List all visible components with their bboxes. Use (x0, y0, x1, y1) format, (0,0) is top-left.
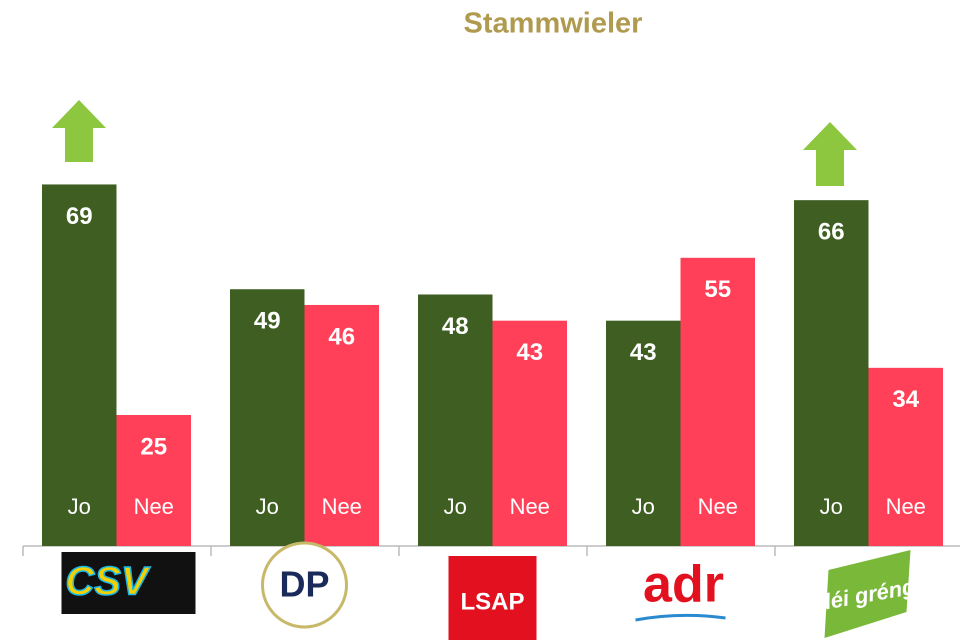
value-label: 48 (442, 313, 469, 340)
value-label: 46 (328, 323, 355, 350)
value-label: 43 (630, 339, 657, 366)
logo-bg (824, 550, 911, 638)
series-label: Nee (134, 494, 174, 519)
value-label: 69 (66, 203, 93, 230)
up-arrow (803, 122, 857, 186)
bar (42, 184, 117, 546)
up-arrow (52, 100, 106, 162)
value-label: 66 (818, 219, 845, 246)
series-label: Nee (698, 494, 738, 519)
bar (794, 200, 869, 546)
bar (230, 289, 305, 546)
series-label: Nee (322, 494, 362, 519)
logo-ring (261, 541, 348, 629)
category-label: DP (279, 564, 329, 605)
bar (868, 367, 943, 546)
value-label: 43 (516, 339, 543, 366)
series-label: Jo (256, 494, 279, 519)
bar (606, 320, 681, 546)
logo-swoosh (635, 613, 726, 622)
bar (680, 257, 755, 546)
bar (304, 304, 379, 546)
category-label: LSAP (460, 588, 524, 615)
series-label: Jo (632, 494, 655, 519)
series-label: Nee (510, 494, 550, 519)
chart-title: Stammwieler (464, 8, 643, 40)
bar (418, 294, 493, 546)
value-label: 34 (892, 386, 919, 413)
value-label: 55 (704, 276, 731, 303)
category-label: adr (643, 556, 724, 614)
bar (116, 415, 191, 546)
bar (492, 320, 567, 546)
logo-bg (448, 556, 537, 640)
value-label: 49 (254, 308, 281, 335)
value-label: 25 (140, 433, 167, 460)
series-label: Jo (820, 494, 843, 519)
series-label: Nee (886, 494, 926, 519)
series-label: Jo (444, 494, 467, 519)
logo-bg (61, 552, 196, 614)
series-label: Jo (68, 494, 91, 519)
category-label: CSV (65, 560, 151, 604)
